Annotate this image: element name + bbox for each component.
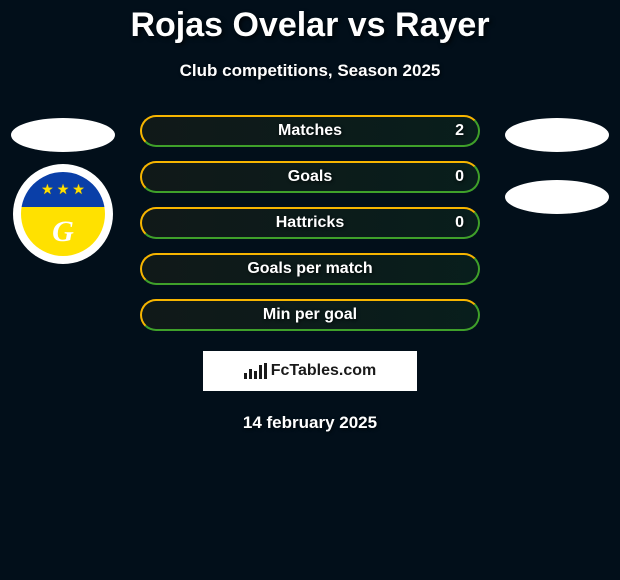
stat-value-right: 2 [455,122,464,140]
branding-label: FcTables.com [271,362,377,380]
right-player-column [502,118,612,226]
stat-label: Hattricks [276,214,344,232]
date-text: 14 february 2025 [0,413,620,433]
badge-letter: G [52,215,74,249]
stat-row-goals: Goals 0 [140,161,480,193]
badge-bottom: G [21,207,105,256]
stat-row-matches: Matches 2 [140,115,480,147]
branding-box[interactable]: FcTables.com [203,351,417,391]
stat-row-min-per-goal: Min per goal [140,299,480,331]
star-icon: ★ [72,181,85,198]
club-badge: ★ ★ ★ G [13,164,113,264]
club-badge-inner: ★ ★ ★ G [21,172,105,256]
infographic-root: Rojas Ovelar vs Rayer Club competitions,… [0,0,620,580]
subtitle: Club competitions, Season 2025 [0,61,620,81]
stat-label: Min per goal [263,306,357,324]
stat-label: Matches [278,122,342,140]
club-badge-placeholder [505,180,609,214]
stat-row-hattricks: Hattricks 0 [140,207,480,239]
stat-label: Goals per match [247,260,372,278]
stat-row-goals-per-match: Goals per match [140,253,480,285]
page-title: Rojas Ovelar vs Rayer [0,0,620,45]
stat-label: Goals [288,168,332,186]
branding-text: FcTables.com [244,362,377,380]
star-icon: ★ [41,181,54,198]
player-photo-placeholder [505,118,609,152]
stat-value-right: 0 [455,214,464,232]
player-photo-placeholder [11,118,115,152]
left-player-column: ★ ★ ★ G [8,118,118,264]
star-icon: ★ [57,181,70,198]
chart-bars-icon [244,363,267,379]
badge-top: ★ ★ ★ [21,172,105,207]
stat-value-right: 0 [455,168,464,186]
